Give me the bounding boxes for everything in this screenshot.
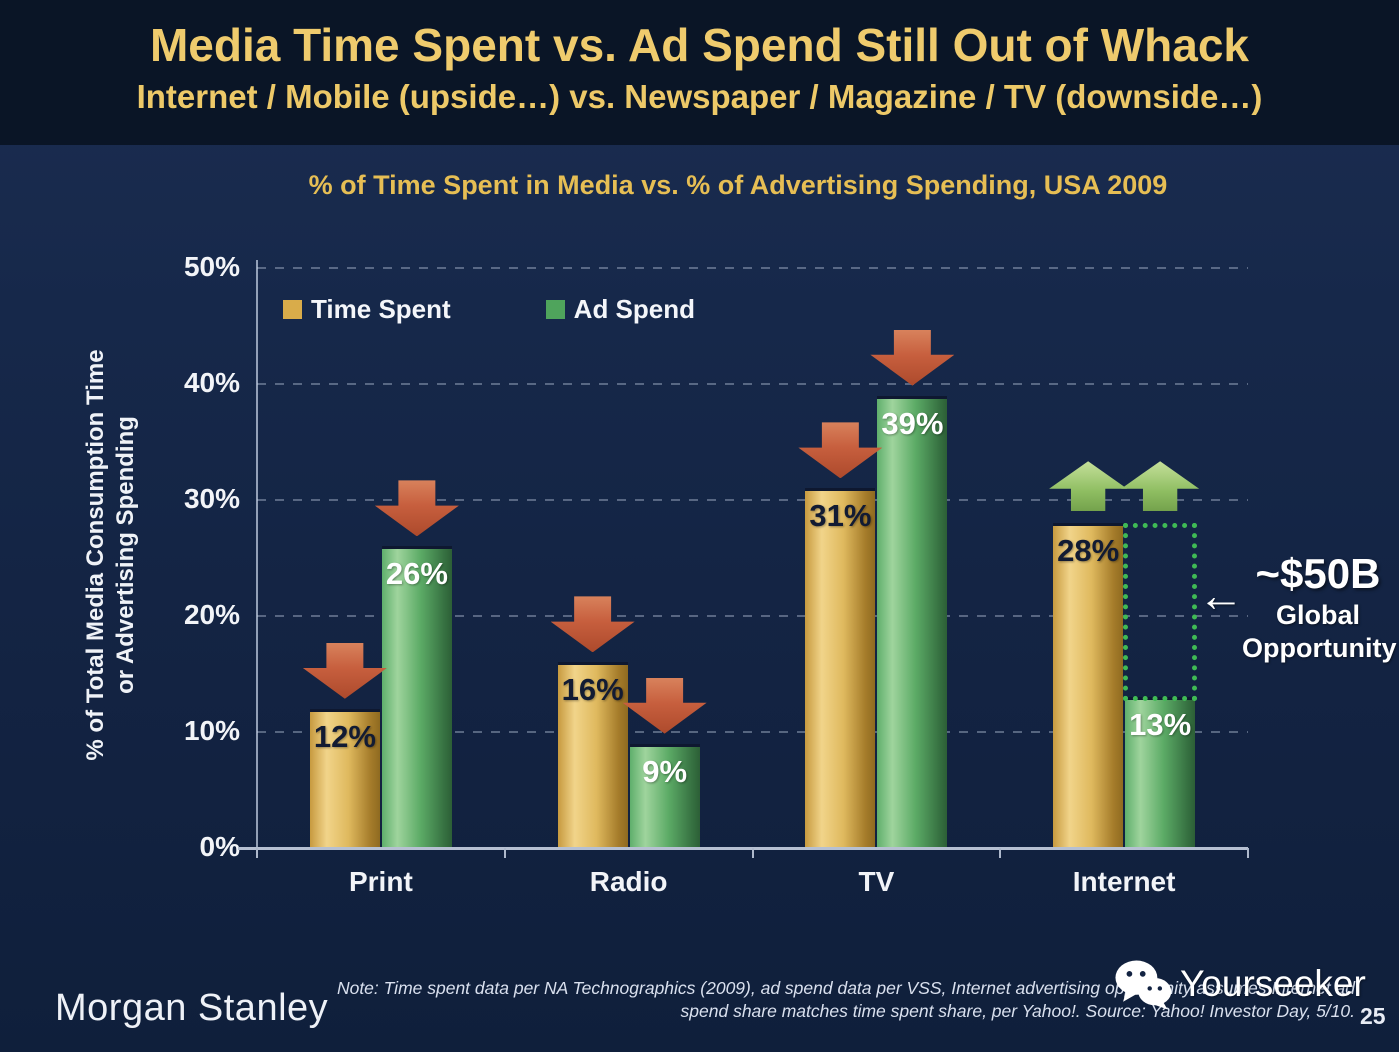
gridline-10%: [257, 731, 1248, 733]
bar-radio-time-spent: [557, 662, 628, 848]
bar-value-label-radio-ad-spend: 9%: [642, 753, 688, 789]
x-category-label: Internet: [1072, 866, 1176, 897]
trend-down-arrow-icon: [302, 642, 387, 699]
bar-value-label-radio-time-spent: 16%: [561, 672, 624, 708]
slide-title: Media Time Spent vs. Ad Spend Still Out …: [149, 19, 1250, 71]
slide-subtitle: Internet / Mobile (upside…) vs. Newspape…: [136, 78, 1263, 115]
bar-radio-ad-spend: [629, 743, 700, 848]
chart-legend: Time Spent Ad Spend: [283, 294, 695, 325]
gridline-30%: [257, 499, 1248, 501]
bar-print-ad-spend: [381, 546, 452, 848]
legend-label: Time Spent: [311, 294, 451, 324]
note-line-2: spend share matches time spent share, pe…: [680, 1001, 1355, 1022]
y-axis-title-line1: % of Total Media Consumption Time: [82, 349, 109, 761]
chart-title: % of Time Spent in Media vs. % of Advert…: [308, 170, 1168, 200]
bar-value-label-tv-time-spent: 31%: [809, 498, 872, 534]
global-opportunity-annotation: ~$50B Global Opportunity: [1242, 550, 1397, 664]
trend-down-arrow-icon: [798, 422, 883, 479]
bar-value-label-print-ad-spend: 26%: [385, 556, 448, 592]
trend-down-arrow-icon: [622, 677, 707, 734]
x-axis-tick: [751, 848, 754, 858]
source-note: Note: Time spent data per NA Technograph…: [275, 977, 1355, 1023]
watermark-text: Yourseeker: [1180, 963, 1366, 1004]
page-number: 25: [1360, 1003, 1386, 1029]
trend-up-arrow-icon: [1121, 461, 1200, 512]
bar-tv-time-spent: [805, 488, 876, 848]
y-axis-title-line2: or Advertising Spending: [112, 416, 139, 694]
x-axis-tick: [503, 848, 506, 858]
y-tick-label: 20%: [183, 599, 240, 630]
legend-item-ad-spend: Ad Spend: [545, 294, 696, 325]
trend-down-arrow-icon: [550, 596, 635, 653]
trend-up-arrow-icon: [1049, 461, 1128, 512]
annotation-left-arrow-icon: ←: [1198, 569, 1244, 621]
y-tick-label: 30%: [183, 483, 240, 514]
trend-down-arrow-icon: [870, 329, 955, 386]
morgan-stanley-logo: Morgan Stanley: [55, 987, 329, 1029]
bar-print-time-spent: [309, 708, 380, 848]
legend-label: Ad Spend: [573, 294, 696, 324]
x-category-label: Radio: [589, 866, 668, 897]
y-axis-title: % of Total Media Consumption Time or Adv…: [81, 275, 143, 835]
legend-swatch-icon: [283, 300, 302, 319]
x-axis-tick: [999, 848, 1002, 858]
bar-value-label-print-time-spent: 12%: [313, 718, 376, 754]
y-axis-zero-tick: [238, 847, 257, 850]
y-tick-label: 50%: [183, 251, 240, 282]
x-axis-tick: [256, 848, 258, 858]
legend-swatch-icon: [545, 300, 565, 319]
y-tick-label: 0%: [199, 831, 240, 862]
y-axis-line: [256, 260, 258, 849]
wechat-icon: [1115, 960, 1172, 1010]
x-axis-tick: [1247, 848, 1249, 858]
bar-internet-time-spent: [1053, 523, 1124, 848]
yourseeker-watermark: Yourseeker: [1112, 958, 1366, 1010]
gridline-40%: [257, 383, 1248, 385]
opportunity-label-line2: Opportunity: [1242, 633, 1397, 663]
bar-value-label-internet-ad-spend: 13%: [1129, 707, 1192, 743]
opportunity-value: ~$50B: [1255, 550, 1381, 597]
gridline-20%: [257, 615, 1248, 617]
bar-value-label-internet-time-spent: 28%: [1057, 533, 1120, 569]
x-category-label: TV: [858, 866, 895, 897]
y-tick-label: 10%: [183, 715, 240, 746]
opportunity-label-line1: Global: [1275, 600, 1360, 630]
bar-value-label-tv-ad-spend: 39%: [881, 405, 944, 441]
note-line-1: Note: Time spent data per NA Technograph…: [336, 978, 1355, 998]
slide-header: Media Time Spent vs. Ad Spend Still Out …: [0, 0, 1399, 145]
x-category-label: Print: [348, 866, 413, 897]
trend-down-arrow-icon: [374, 480, 459, 537]
gridline-50%: [257, 267, 1248, 269]
opportunity-gap-rect: [1123, 523, 1198, 702]
bar-internet-ad-spend: [1125, 697, 1196, 848]
y-tick-label: 40%: [183, 367, 240, 398]
bar-tv-ad-spend: [877, 395, 948, 848]
legend-item-time-spent: Time Spent: [283, 294, 451, 325]
